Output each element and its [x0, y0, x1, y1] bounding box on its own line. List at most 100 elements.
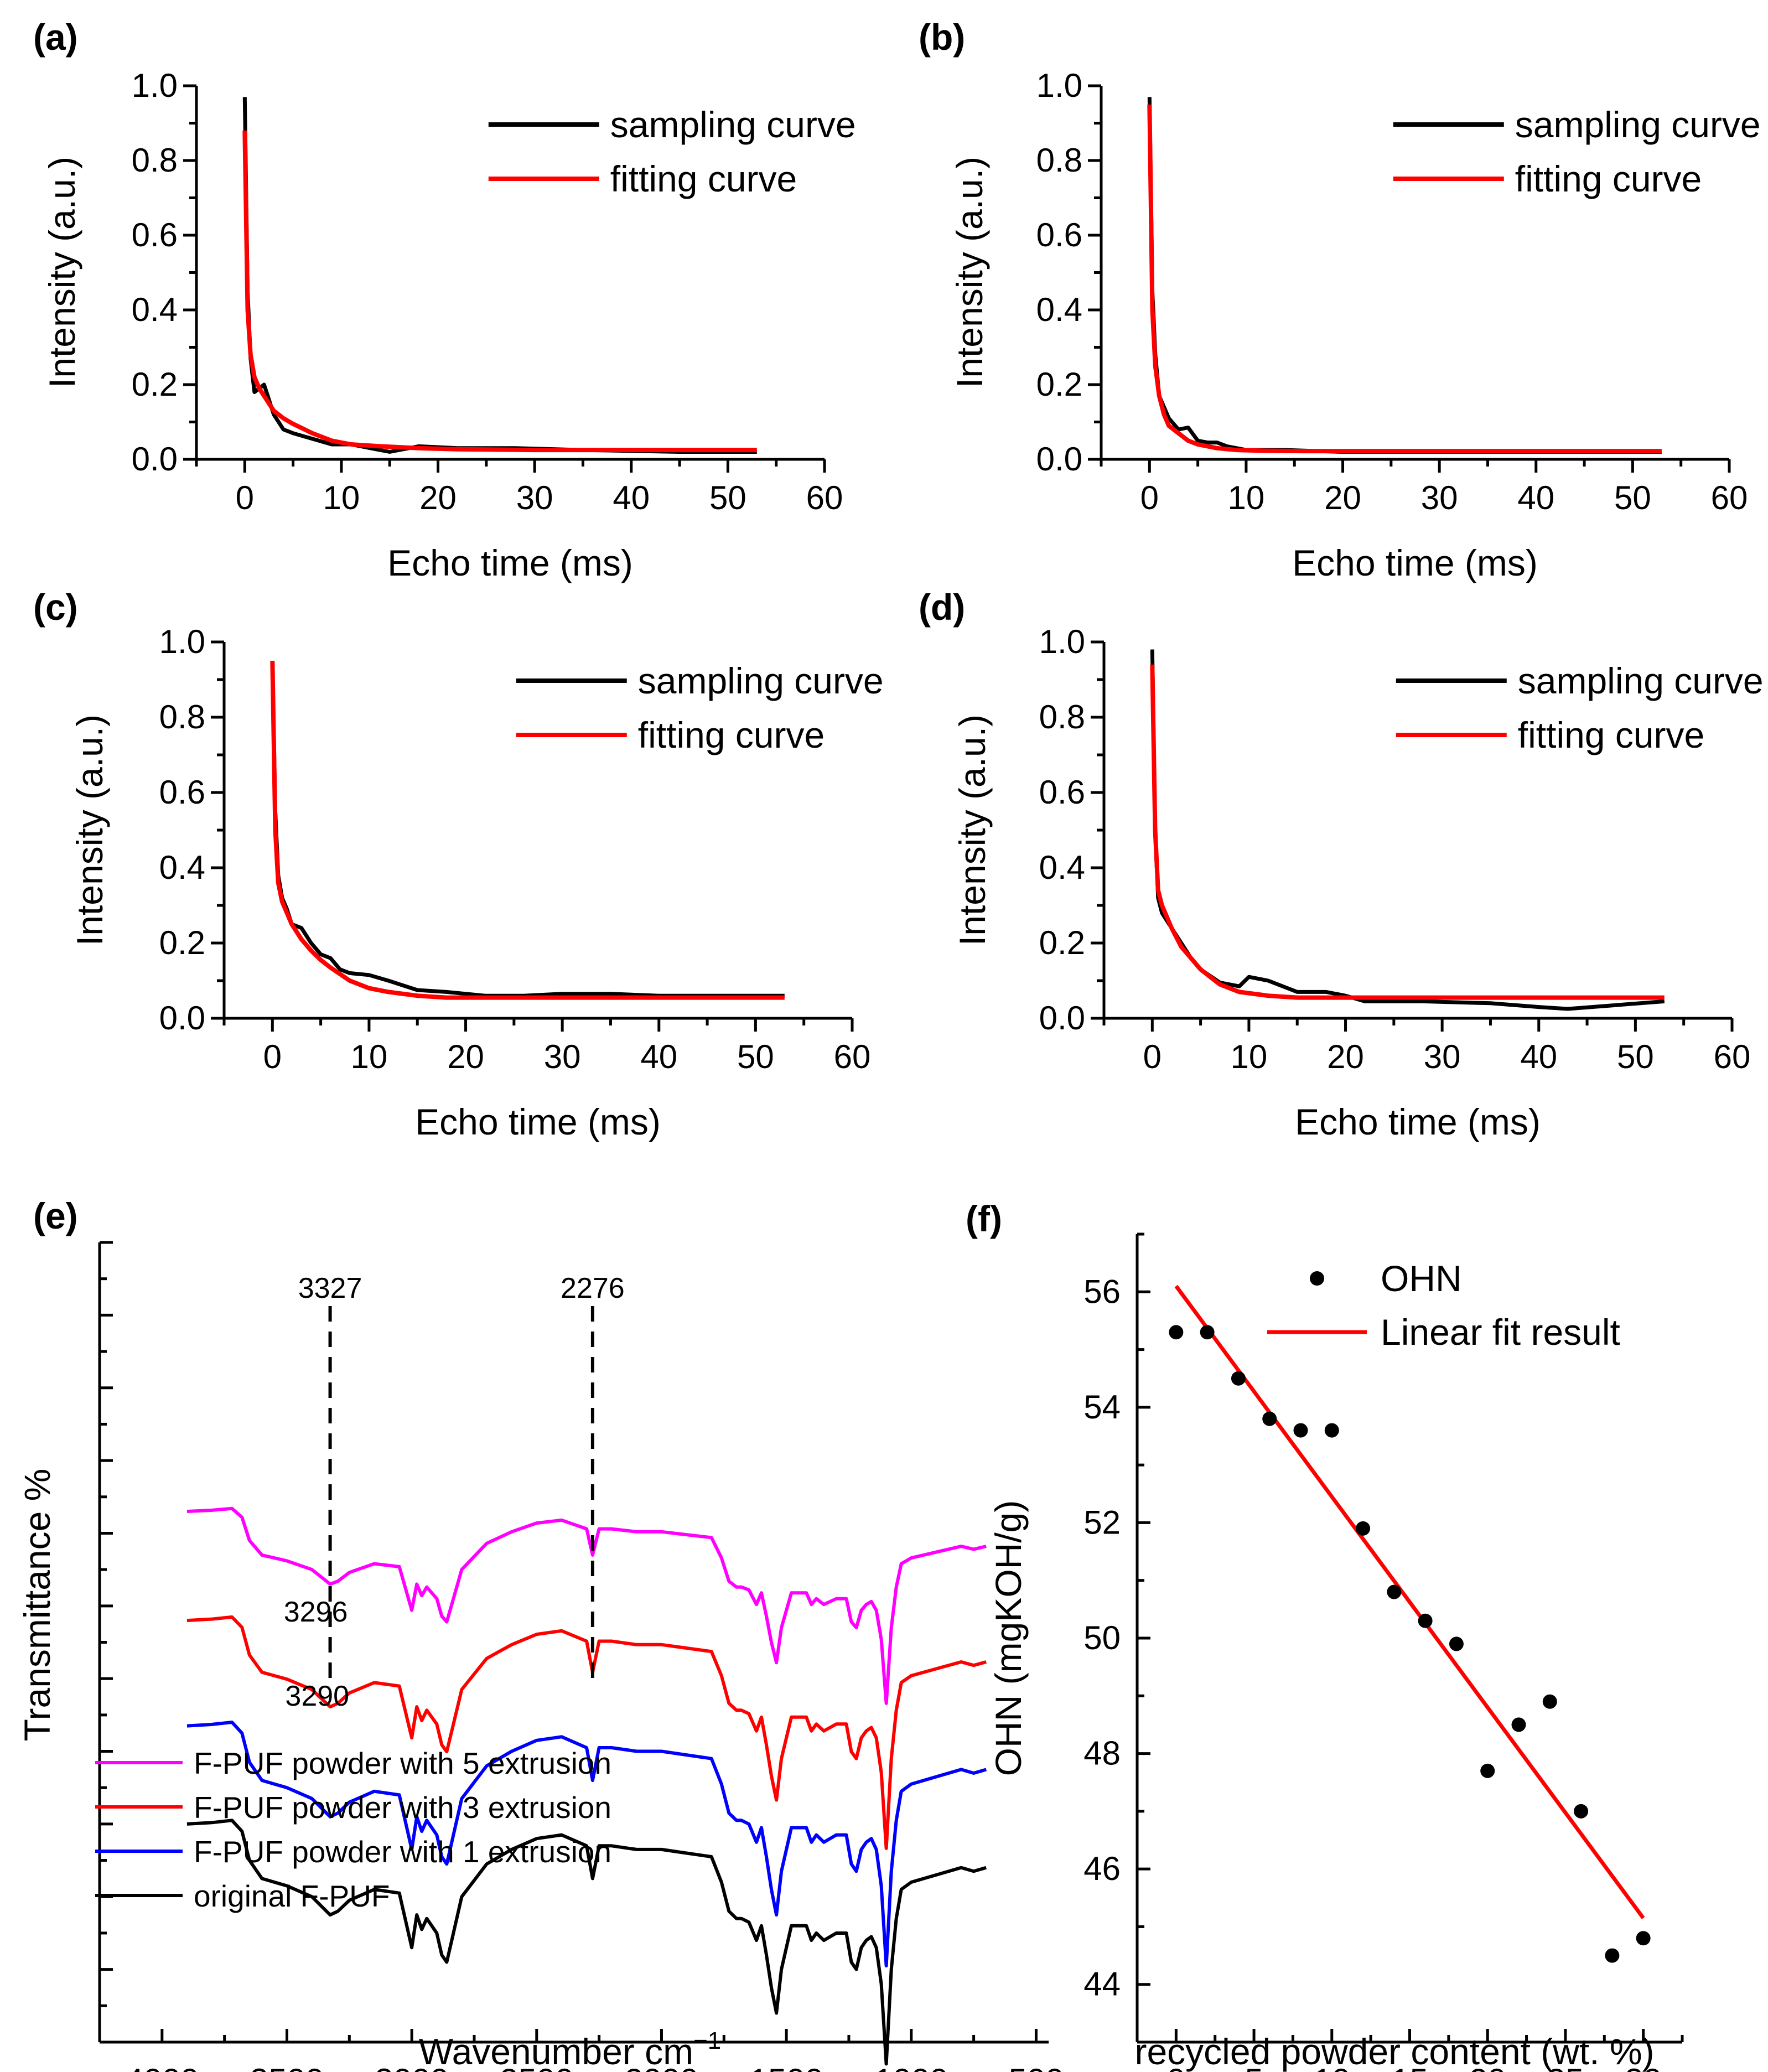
y-tick-label: 44: [1083, 1966, 1121, 2003]
x-tick-label: 3500: [250, 2062, 324, 2072]
x-tick-label: 40: [1520, 1038, 1557, 1075]
y-tick-label: 1.0: [1039, 623, 1085, 660]
y-axis-label: Intensity (a.u.): [952, 714, 993, 946]
legend-label: sampling curve: [1518, 660, 1764, 701]
y-tick-label: 0.0: [159, 999, 205, 1037]
x-tick-label: 20: [419, 479, 457, 516]
legend-marker: [1310, 1271, 1324, 1286]
panel-c: (c) 0 10 20 30 40 50 60 0.0 0.2 0.4 0.6 0.8 1.0 Echo t…: [33, 587, 884, 1142]
x-tick-label: 2500: [500, 2062, 573, 2072]
x-tick-label: 30: [516, 479, 553, 516]
panel-d: (d) 0 10 20 30 40 50 60 0.0 0.2 0.4 0.6 0.8 1.0 Echo t…: [919, 587, 1764, 1142]
data-point: [1387, 1584, 1402, 1599]
data-point: [1324, 1423, 1339, 1438]
series-line-fitting: [270, 660, 785, 1000]
x-tick-label: 4000: [125, 2062, 199, 2072]
series-line-fitting: [1150, 664, 1665, 1000]
spectrum-line: [186, 1721, 987, 1968]
x-tick-label: 40: [613, 479, 650, 516]
y-tick-label: 46: [1083, 1850, 1121, 1887]
panel-b: (b) 0 10 20 30 40 50 60 0.0 0.2 0.4 0.6 0.8 1.0 Echo t…: [919, 17, 1761, 583]
data-point: [1542, 1694, 1557, 1709]
y-tick-label: 54: [1083, 1389, 1121, 1426]
peak-annotation: 3327: [298, 1272, 362, 1304]
x-tick-label: 10: [351, 1038, 388, 1075]
y-tick-label: 0.8: [132, 142, 178, 179]
x-tick-label: 0: [236, 479, 254, 516]
data-point: [1293, 1423, 1308, 1438]
legend-label: original F-PUF: [194, 1879, 390, 1913]
y-tick-label: 0.4: [1036, 291, 1082, 328]
spectrum-line: [186, 1615, 987, 1850]
panel-f: (f) 0 5 10 15 20 25 30 44 46 48 50 52 54 56 recycled po…: [966, 1198, 1684, 2072]
legend-label: F-PUF powder with 5 extrusion: [194, 1746, 611, 1780]
x-tick-label: 0: [1140, 479, 1159, 516]
y-tick-label: 50: [1083, 1619, 1121, 1656]
data-point: [1418, 1613, 1433, 1628]
x-tick-label: 15: [1391, 2062, 1428, 2072]
series-line-sampling: [242, 97, 757, 454]
x-tick-label: 40: [1517, 479, 1554, 516]
x-axis-label: Echo time (ms): [1295, 1101, 1541, 1142]
peak-annotation: 3296: [284, 1596, 348, 1628]
x-tick-label: 50: [737, 1038, 774, 1075]
y-tick-label: 0.0: [1039, 999, 1085, 1037]
legend-label: F-PUF powder with 3 extrusion: [194, 1790, 611, 1825]
x-tick-label: 10: [1228, 479, 1265, 516]
y-tick-label: 0.2: [1036, 366, 1082, 403]
x-axis-label: Echo time (ms): [1292, 542, 1538, 583]
series-line-sampling: [1147, 97, 1662, 454]
x-tick-label: 30: [1625, 2062, 1662, 2072]
panel-e: (e) 4000 3500 3000 2500 2000 1500 1000 500 Wavenu…: [17, 1195, 1064, 2072]
x-tick-label: 60: [806, 479, 843, 516]
panel-label: (a): [33, 17, 78, 58]
x-axis-label: recycled powder content (wt. %): [1134, 2031, 1654, 2072]
y-tick-label: 0.4: [132, 291, 178, 328]
y-tick-label: 1.0: [1036, 67, 1082, 104]
x-tick-label: 60: [1711, 479, 1748, 516]
x-tick-label: 0: [1167, 2062, 1185, 2072]
y-tick-label: 0.8: [1039, 698, 1085, 735]
y-axis-label: OHN (mgKOH/g): [988, 1500, 1029, 1776]
data-point: [1511, 1717, 1526, 1732]
legend-label: fitting curve: [1515, 158, 1702, 199]
y-tick-label: 1.0: [132, 67, 178, 104]
data-point: [1449, 1636, 1464, 1651]
x-tick-label: 30: [1421, 479, 1458, 516]
panel-label: (c): [33, 587, 78, 628]
series-line-fitting: [1147, 104, 1662, 454]
y-axis-label: Intensity (a.u.): [69, 714, 110, 946]
spectrum-line: [186, 1506, 987, 1705]
panel-label: (d): [919, 587, 965, 628]
x-tick-label: 50: [1614, 479, 1651, 516]
x-tick-label: 60: [1714, 1038, 1751, 1075]
x-tick-label: 10: [1231, 1038, 1268, 1075]
legend-label: fitting curve: [638, 714, 825, 755]
x-tick-label: 20: [1324, 479, 1361, 516]
legend-label: Linear fit result: [1381, 1312, 1620, 1353]
x-axis-label: Echo time (ms): [387, 542, 633, 583]
data-point: [1605, 1948, 1620, 1963]
legend-label: sampling curve: [638, 660, 884, 701]
linear-fit-line: [1174, 1284, 1645, 1919]
x-tick-label: 5: [1245, 2062, 1263, 2072]
y-axis-label: Intensity (a.u.): [949, 157, 990, 388]
y-tick-label: 52: [1083, 1504, 1121, 1541]
legend-label: F-PUF powder with 1 extrusion: [194, 1835, 611, 1869]
y-tick-label: 0.6: [1036, 216, 1082, 253]
data-point: [1480, 1763, 1495, 1778]
y-axis-label: Transmittance %: [17, 1469, 58, 1742]
data-point: [1636, 1931, 1651, 1946]
x-tick-label: 10: [1313, 2062, 1350, 2072]
data-point: [1356, 1521, 1371, 1536]
spectrum-line: [186, 1819, 987, 2066]
panel-a: (a) 0 10 20 30 40 50 60 0.0 0.2 0.4 0.6 0.8 1.0 Echo t…: [33, 17, 856, 583]
data-point: [1231, 1371, 1246, 1386]
x-tick-label: 20: [1469, 2062, 1506, 2072]
y-tick-label: 0.2: [159, 924, 205, 961]
legend-label: sampling curve: [1515, 104, 1761, 145]
y-axis-label: Intensity (a.u.): [42, 157, 82, 388]
x-tick-label: 1000: [874, 2062, 948, 2072]
x-tick-label: 40: [640, 1038, 677, 1075]
x-tick-label: 25: [1547, 2062, 1584, 2072]
